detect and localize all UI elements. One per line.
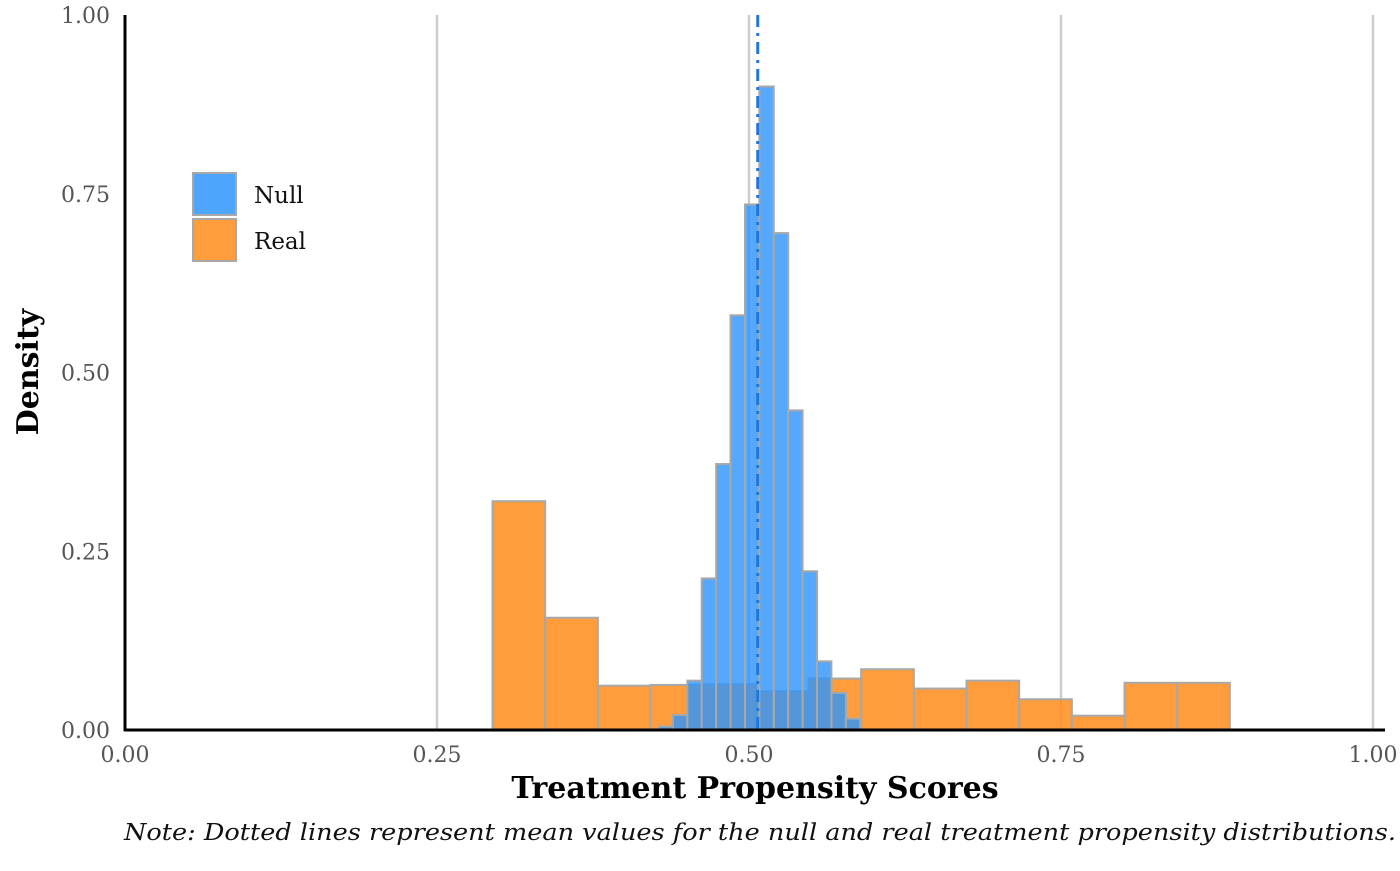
null-bar (758, 85, 775, 731)
real-bar (491, 500, 547, 732)
real-bar (1070, 714, 1126, 732)
real-bar (912, 687, 968, 732)
null-bar (787, 409, 804, 731)
x-tick-label: 0.25 (413, 743, 462, 768)
null-bar (816, 660, 833, 731)
null-bar (844, 717, 862, 731)
null-bar (801, 570, 819, 732)
real-bar (1018, 698, 1073, 732)
y-tick-label: 0.50 (61, 362, 110, 387)
real-bar (965, 679, 1021, 731)
null-bar (772, 232, 790, 731)
legend-label-real: Real (254, 229, 306, 255)
null-bar (830, 691, 847, 732)
real-bar (860, 668, 915, 731)
axes (123, 15, 1385, 732)
x-tick-labels: 0.00 0.25 0.50 0.75 1.00 (101, 743, 1398, 768)
y-tick-labels: 0.00 0.25 0.50 0.75 1.00 (61, 4, 110, 744)
x-tick-label: 0.75 (1037, 743, 1086, 768)
real-bar (1176, 681, 1231, 731)
x-tick-label: 0.50 (725, 743, 774, 768)
chart-note: Note: Dotted lines represent mean values… (123, 820, 1396, 846)
null-bar (715, 463, 732, 731)
y-tick-label: 0.25 (61, 540, 110, 565)
null-bar (700, 577, 718, 731)
x-axis-title: Treatment Propensity Scores (511, 771, 998, 806)
null-bar (686, 679, 703, 731)
legend: Null Real (192, 172, 306, 262)
y-tick-label: 0.00 (61, 719, 110, 744)
real-bar (544, 616, 599, 731)
null-bar (729, 314, 746, 731)
y-tick-label: 0.75 (61, 183, 110, 208)
real-bar (596, 684, 652, 731)
y-axis-title: Density (11, 307, 46, 435)
x-tick-label: 1.00 (1349, 743, 1398, 768)
null-series-bars (657, 85, 862, 732)
legend-swatch-null (192, 172, 237, 216)
real-series-bars (491, 500, 1231, 732)
legend-label-null: Null (254, 183, 304, 209)
x-tick-label: 0.00 (101, 743, 150, 768)
null-bar (671, 713, 689, 731)
y-tick-label: 1.00 (61, 4, 110, 29)
real-bar (1123, 681, 1179, 731)
legend-swatch-real (192, 218, 237, 262)
